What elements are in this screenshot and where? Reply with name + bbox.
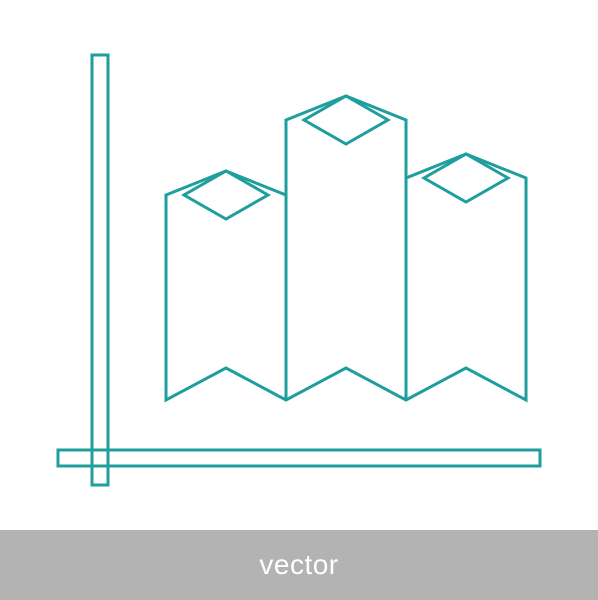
footer-label: vector — [259, 549, 338, 581]
footer-bar: vector — [0, 530, 598, 600]
icon-container — [0, 0, 598, 530]
bar-chart-3d-icon — [0, 0, 598, 530]
